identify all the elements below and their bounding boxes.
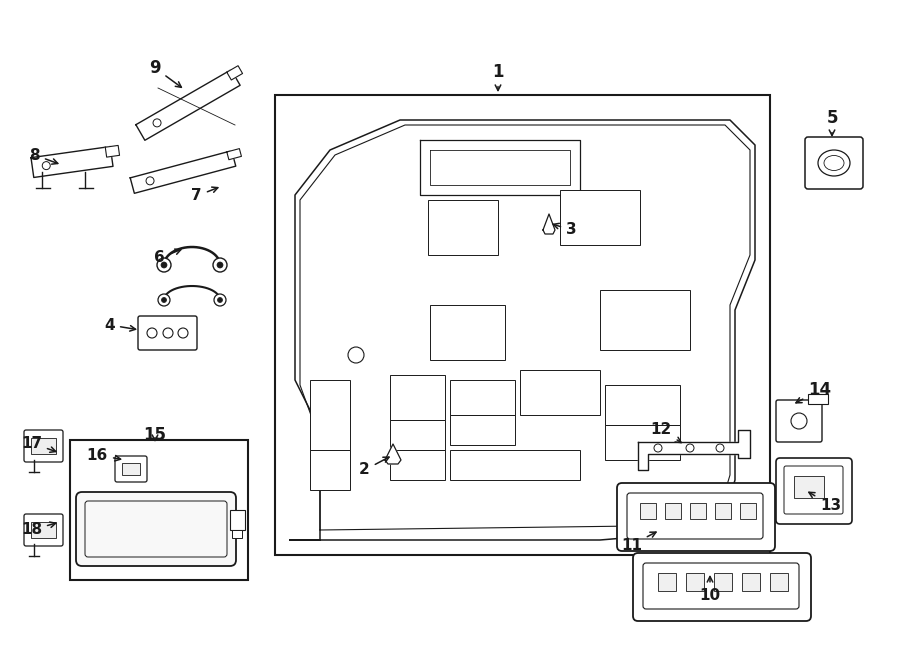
Circle shape: [153, 119, 161, 127]
FancyBboxPatch shape: [784, 466, 843, 514]
Text: 18: 18: [21, 522, 56, 537]
Ellipse shape: [818, 150, 850, 176]
Bar: [310, 380, 350, 450]
Circle shape: [163, 328, 173, 338]
Text: 10: 10: [699, 576, 721, 602]
FancyBboxPatch shape: [805, 137, 863, 189]
FancyBboxPatch shape: [76, 492, 236, 566]
Bar: [658, 573, 676, 591]
Polygon shape: [638, 430, 750, 470]
Bar: [232, 530, 242, 538]
Circle shape: [686, 444, 694, 452]
Text: 14: 14: [796, 381, 831, 403]
Ellipse shape: [824, 155, 844, 171]
FancyBboxPatch shape: [138, 316, 197, 350]
Text: 11: 11: [621, 532, 656, 553]
Circle shape: [178, 328, 188, 338]
Text: 9: 9: [149, 59, 182, 87]
FancyBboxPatch shape: [24, 514, 63, 546]
Bar: [450, 380, 515, 415]
Circle shape: [218, 297, 222, 303]
FancyBboxPatch shape: [627, 493, 763, 539]
Polygon shape: [105, 145, 120, 157]
Bar: [794, 476, 824, 498]
Text: 16: 16: [86, 447, 121, 463]
Circle shape: [146, 177, 154, 185]
Bar: [31, 438, 56, 454]
Bar: [310, 450, 350, 490]
Circle shape: [161, 297, 166, 303]
Polygon shape: [136, 69, 240, 140]
Text: 17: 17: [21, 436, 56, 452]
Circle shape: [158, 294, 170, 306]
Text: 8: 8: [30, 147, 58, 164]
FancyBboxPatch shape: [115, 456, 147, 482]
Bar: [605, 385, 680, 425]
Bar: [70, 440, 248, 580]
Text: 7: 7: [192, 187, 218, 204]
Polygon shape: [543, 214, 555, 234]
Bar: [640, 503, 656, 519]
Bar: [390, 420, 445, 450]
FancyBboxPatch shape: [776, 458, 852, 524]
Text: 15: 15: [143, 426, 166, 444]
Bar: [390, 375, 445, 420]
Bar: [742, 573, 760, 591]
Circle shape: [348, 347, 364, 363]
Bar: [665, 503, 681, 519]
Circle shape: [791, 413, 807, 429]
Bar: [770, 573, 788, 591]
Bar: [31, 522, 56, 538]
Bar: [715, 503, 731, 519]
Text: 2: 2: [359, 457, 389, 477]
Circle shape: [147, 328, 157, 338]
Text: 4: 4: [104, 317, 136, 332]
Polygon shape: [227, 149, 241, 160]
Bar: [600, 290, 690, 350]
Bar: [122, 463, 140, 475]
Circle shape: [716, 444, 724, 452]
Circle shape: [213, 258, 227, 272]
FancyBboxPatch shape: [617, 483, 775, 551]
Bar: [520, 370, 600, 415]
Circle shape: [42, 162, 50, 170]
Text: 3: 3: [554, 223, 577, 237]
Circle shape: [214, 294, 226, 306]
Text: 6: 6: [154, 249, 181, 266]
Bar: [808, 394, 828, 404]
Circle shape: [161, 262, 167, 268]
Text: 13: 13: [809, 492, 842, 512]
Circle shape: [157, 258, 171, 272]
Bar: [430, 305, 505, 360]
Bar: [275, 95, 770, 555]
FancyBboxPatch shape: [633, 553, 811, 621]
FancyBboxPatch shape: [85, 501, 227, 557]
Bar: [450, 450, 580, 480]
Bar: [560, 190, 640, 245]
Bar: [690, 503, 706, 519]
Circle shape: [217, 262, 223, 268]
FancyBboxPatch shape: [643, 563, 799, 609]
Polygon shape: [385, 444, 401, 464]
Polygon shape: [227, 65, 243, 80]
Bar: [428, 200, 498, 255]
FancyBboxPatch shape: [776, 400, 822, 442]
Bar: [230, 510, 245, 530]
Text: 12: 12: [651, 422, 681, 443]
Bar: [390, 450, 445, 480]
Bar: [740, 503, 756, 519]
Polygon shape: [130, 151, 236, 193]
FancyBboxPatch shape: [24, 430, 63, 462]
Polygon shape: [31, 147, 113, 177]
Bar: [714, 573, 732, 591]
Circle shape: [654, 444, 662, 452]
Bar: [686, 573, 704, 591]
Bar: [450, 415, 515, 445]
Bar: [605, 425, 680, 460]
Text: 5: 5: [826, 109, 838, 136]
Text: 1: 1: [492, 63, 504, 91]
